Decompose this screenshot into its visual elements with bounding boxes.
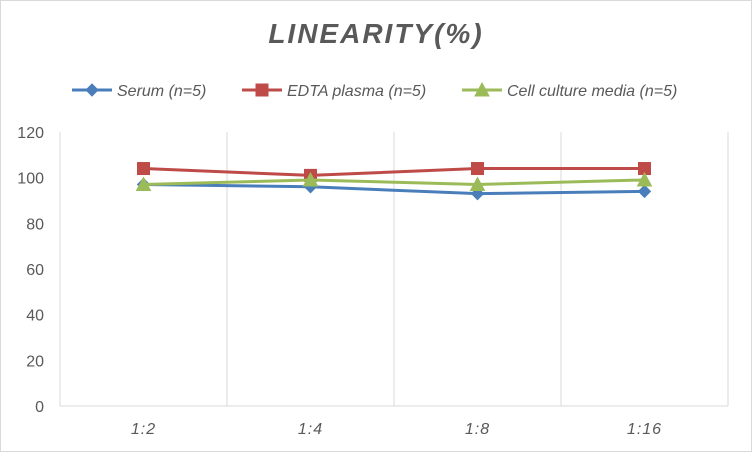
legend-label: EDTA plasma (n=5) <box>287 83 426 100</box>
y-axis-ticks: 0 20 40 60 80 100 120 <box>17 125 44 416</box>
legend: Serum (n=5) EDTA plasma (n=5) Cell culture… <box>72 81 677 100</box>
y-tick-label: 100 <box>17 171 44 188</box>
grid <box>59 132 729 407</box>
data-point <box>137 162 150 176</box>
data-point <box>469 176 486 192</box>
x-tick-label: 1:2 <box>131 421 156 438</box>
x-tick-label: 1:8 <box>465 421 490 438</box>
series-line <box>143 167 645 177</box>
legend-marker <box>85 83 99 97</box>
data-point <box>637 184 652 199</box>
y-tick-label: 40 <box>26 308 44 325</box>
legend-label: Cell culture media (n=5) <box>507 83 677 100</box>
y-tick-label: 0 <box>35 399 44 416</box>
data-point <box>636 171 653 187</box>
y-tick-label: 120 <box>17 125 44 142</box>
legend-marker <box>255 83 269 97</box>
series-group <box>135 162 653 201</box>
data-point <box>135 176 152 192</box>
chart-title: LINEARITY(%) <box>268 18 484 49</box>
x-tick-label: 1:16 <box>627 421 662 438</box>
series-line <box>143 178 645 187</box>
legend-label: Serum (n=5) <box>117 83 206 100</box>
series-line <box>143 183 645 196</box>
data-point <box>471 162 484 176</box>
y-tick-label: 60 <box>26 262 44 279</box>
y-tick-label: 80 <box>26 216 44 233</box>
data-point <box>302 171 319 187</box>
x-tick-label: 1:4 <box>298 421 323 438</box>
y-tick-label: 20 <box>26 353 44 370</box>
x-axis-ticks: 1:2 1:4 1:8 1:16 <box>131 421 662 438</box>
legend-marker <box>474 81 490 97</box>
